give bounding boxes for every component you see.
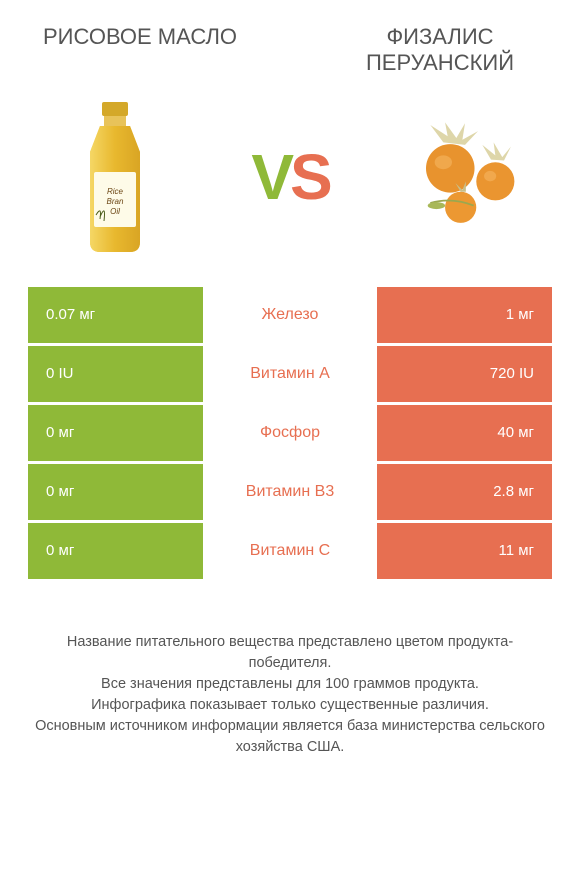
footer-line: Основным источником информации является … (30, 716, 550, 758)
svg-text:Bran: Bran (107, 197, 124, 206)
svg-text:Oil: Oil (110, 207, 120, 216)
left-value: 0 мг (28, 464, 203, 520)
right-value: 40 мг (377, 405, 552, 461)
left-value: 0 мг (28, 523, 203, 579)
left-product-image: Rice Bran Oil (50, 97, 180, 257)
table-row: 0 мгВитамин B32.8 мг (28, 464, 552, 520)
vs-label: VS (251, 140, 328, 214)
vs-s: S (290, 140, 329, 214)
right-value: 11 мг (377, 523, 552, 579)
table-row: 0.07 мгЖелезо1 мг (28, 287, 552, 343)
nutrient-label: Железо (203, 287, 377, 343)
left-value: 0 IU (28, 346, 203, 402)
left-value: 0.07 мг (28, 287, 203, 343)
nutrient-label: Витамин A (203, 346, 377, 402)
right-product-image (400, 97, 530, 257)
images-row: Rice Bran Oil VS (0, 87, 580, 287)
table-row: 0 мгВитамин C11 мг (28, 523, 552, 579)
left-product-title: РИСОВОЕ МАСЛО (40, 24, 240, 77)
svg-text:Rice: Rice (107, 187, 124, 196)
footer-line: Все значения представлены для 100 граммо… (30, 674, 550, 695)
left-value: 0 мг (28, 405, 203, 461)
footer-line: Инфографика показывает только существенн… (30, 695, 550, 716)
comparison-table: 0.07 мгЖелезо1 мг0 IUВитамин A720 IU0 мг… (0, 287, 580, 579)
right-product-title: ФИЗАЛИС ПЕРУАНСКИЙ (340, 24, 540, 77)
right-value: 2.8 мг (377, 464, 552, 520)
vs-v: V (251, 140, 290, 214)
table-row: 0 IUВитамин A720 IU (28, 346, 552, 402)
nutrient-label: Витамин C (203, 523, 377, 579)
nutrient-label: Фосфор (203, 405, 377, 461)
nutrient-label: Витамин B3 (203, 464, 377, 520)
right-value: 1 мг (377, 287, 552, 343)
footer-notes: Название питательного вещества представл… (0, 582, 580, 758)
table-row: 0 мгФосфор40 мг (28, 405, 552, 461)
footer-line: Название питательного вещества представл… (30, 632, 550, 674)
right-value: 720 IU (377, 346, 552, 402)
header: РИСОВОЕ МАСЛО ФИЗАЛИС ПЕРУАНСКИЙ (0, 0, 580, 87)
